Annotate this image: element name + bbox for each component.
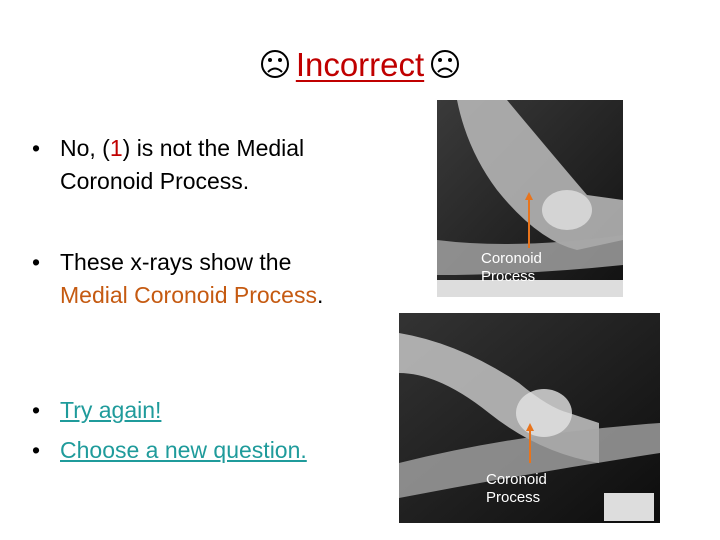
bullet: • No, (1) is not the Medial Coronoid Pro… (32, 135, 305, 194)
title-link[interactable]: Incorrect (295, 46, 425, 83)
link[interactable]: Try again! (60, 397, 162, 423)
image-label: Coronoid Process (486, 471, 547, 506)
text: These x-rays show the (60, 249, 292, 275)
text: No, ( (60, 135, 110, 161)
sad-face-icon (431, 50, 460, 78)
bullet: • Try again! (32, 397, 162, 423)
bullet: • These x-rays show the Medial Coronoid … (32, 249, 324, 308)
text: . (316, 282, 324, 308)
number: 1 (109, 135, 123, 161)
text: ) is not the Medial Coronoid Process. (60, 135, 305, 194)
sad-face-icon (260, 50, 289, 78)
highlight: Medial Coronoid Process (60, 282, 317, 308)
xray-image (437, 100, 623, 297)
image-label: Coronoid Process (481, 250, 542, 285)
title: Incorrect (0, 46, 720, 84)
xray-image (399, 313, 660, 523)
link[interactable]: Choose a new question. (60, 437, 307, 463)
bullet: • Choose a new question. (32, 437, 307, 463)
